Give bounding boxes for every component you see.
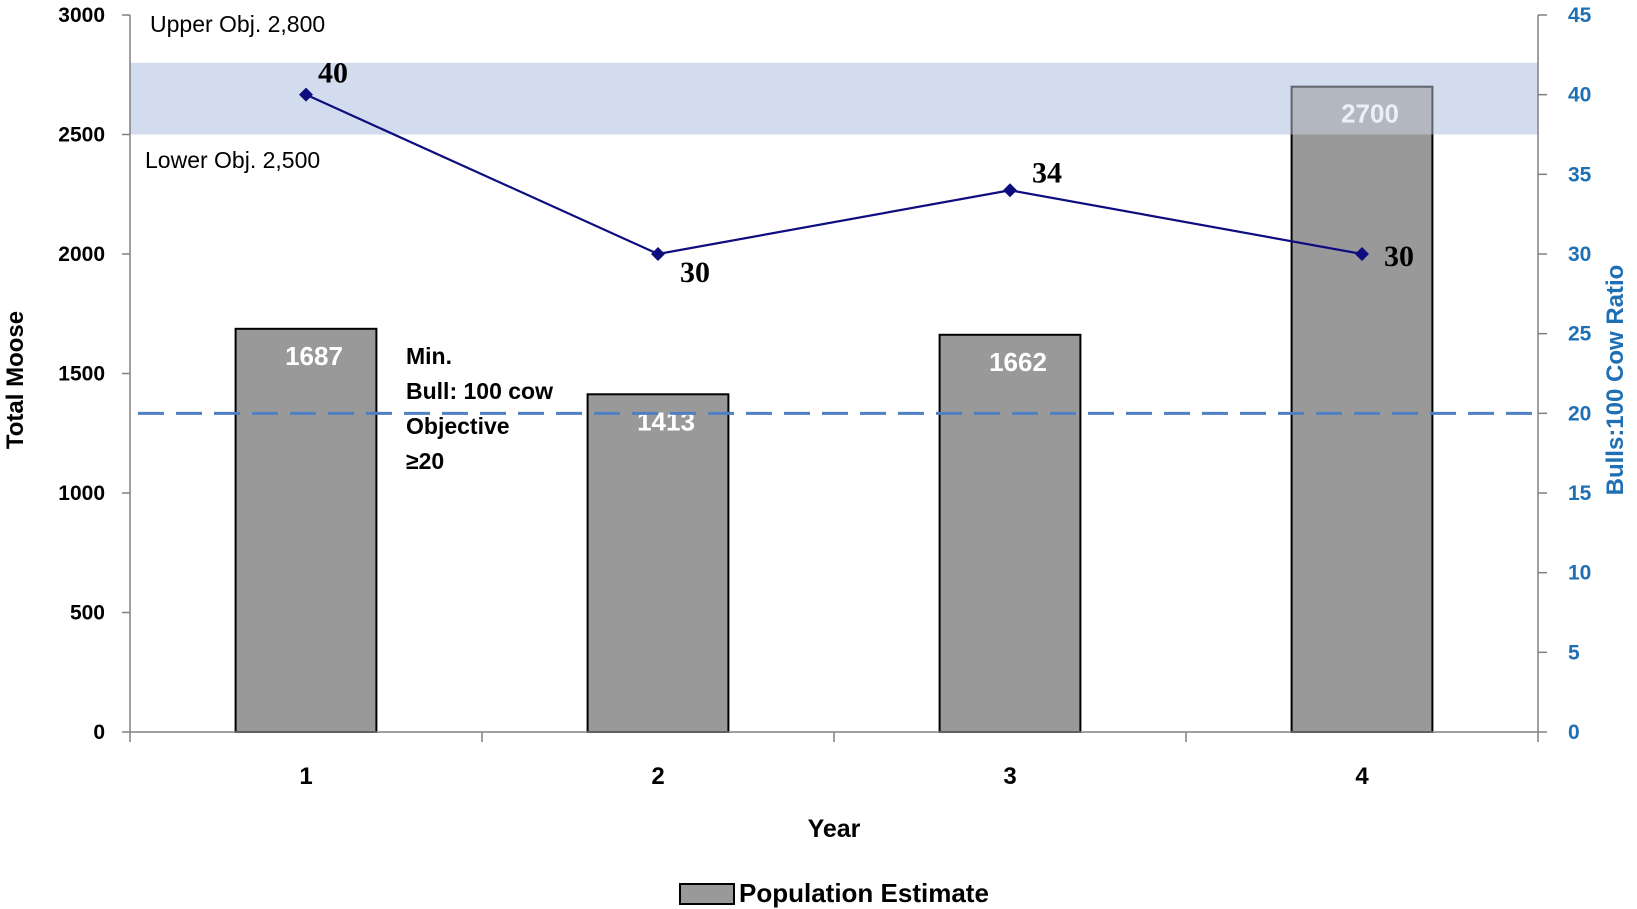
y-tick-label-right: 0 — [1568, 721, 1580, 744]
line-point — [299, 87, 313, 102]
bar-value-label: 1687 — [285, 341, 343, 371]
line-point — [1355, 247, 1369, 261]
y-tick-label-right: 35 — [1568, 163, 1592, 186]
min-objective-label-line-2: Bull: 100 cow — [406, 378, 553, 404]
y-tick-label-right: 5 — [1568, 641, 1580, 664]
bar-value-label: 1662 — [989, 347, 1047, 377]
y-tick-label-right: 20 — [1568, 402, 1591, 425]
x-axis-title: Year — [808, 815, 861, 843]
x-tick-label: 2 — [651, 763, 664, 790]
y-tick-label-left: 0 — [93, 721, 105, 744]
bar — [938, 333, 1082, 733]
legend-label: Population Estimate — [739, 878, 989, 908]
y-tick-label-right: 30 — [1568, 243, 1591, 266]
lower-objective-label: Lower Obj. 2,500 — [145, 147, 320, 173]
y-tick-label-right: 15 — [1568, 482, 1592, 505]
axis-layer: 0 500 1000 1500 2000 2500 3000 0 5 10 15 20 25 30 35 40… — [58, 4, 1591, 790]
overlay-layer — [130, 62, 1538, 415]
line-layer: 40 30 34 30 — [299, 57, 1414, 289]
y-tick-label-right: 25 — [1568, 323, 1592, 346]
bar — [234, 327, 378, 733]
y-tick-label-right: 10 — [1568, 562, 1591, 585]
line-value-label: 30 — [1384, 240, 1414, 273]
y-tick-label-left: 1000 — [58, 482, 105, 505]
bar — [586, 393, 730, 733]
x-tick-label: 3 — [1003, 763, 1016, 790]
y-tick-label-left: 2500 — [58, 124, 105, 147]
y-tick-label-right: 45 — [1568, 4, 1592, 27]
y-tick-label-right: 40 — [1568, 84, 1591, 107]
y-axis-title-left: Total Moose — [2, 311, 29, 449]
objective-band-overlay — [130, 62, 1538, 135]
line-value-label: 34 — [1032, 156, 1062, 189]
upper-objective-label: Upper Obj. 2,800 — [150, 11, 325, 37]
legend: Population Estimate — [679, 878, 989, 908]
legend-swatch — [679, 883, 735, 905]
y-tick-label-left: 1500 — [58, 363, 105, 386]
bull-cow-ratio-line — [305, 93, 1363, 256]
x-tick-label: 4 — [1355, 763, 1369, 790]
line-point — [651, 247, 665, 261]
bar-value-label: 1413 — [637, 406, 695, 436]
y-tick-label-left: 3000 — [58, 4, 105, 27]
line-value-label: 40 — [318, 57, 348, 90]
min-objective-label-line-3: Objective — [406, 413, 510, 439]
bar-layer: 1687 1413 1662 2700 — [234, 85, 1434, 733]
line-value-label: 30 — [680, 256, 710, 289]
bar — [1290, 85, 1434, 733]
y-tick-label-left: 500 — [70, 602, 105, 625]
y-axis-title-right: Bulls:100 Cow Ratio — [1602, 265, 1629, 496]
min-objective-label-line-4: ≥20 — [406, 448, 444, 474]
y-tick-label-left: 2000 — [58, 243, 105, 266]
min-objective-label-line-1: Min. — [406, 343, 452, 369]
x-tick-label: 1 — [299, 763, 312, 790]
text-layer: Year Total Moose Bulls:100 Cow Ratio Upp… — [2, 11, 1629, 843]
bar-value-label: 2700 — [1341, 99, 1399, 129]
line-point — [1003, 183, 1017, 198]
